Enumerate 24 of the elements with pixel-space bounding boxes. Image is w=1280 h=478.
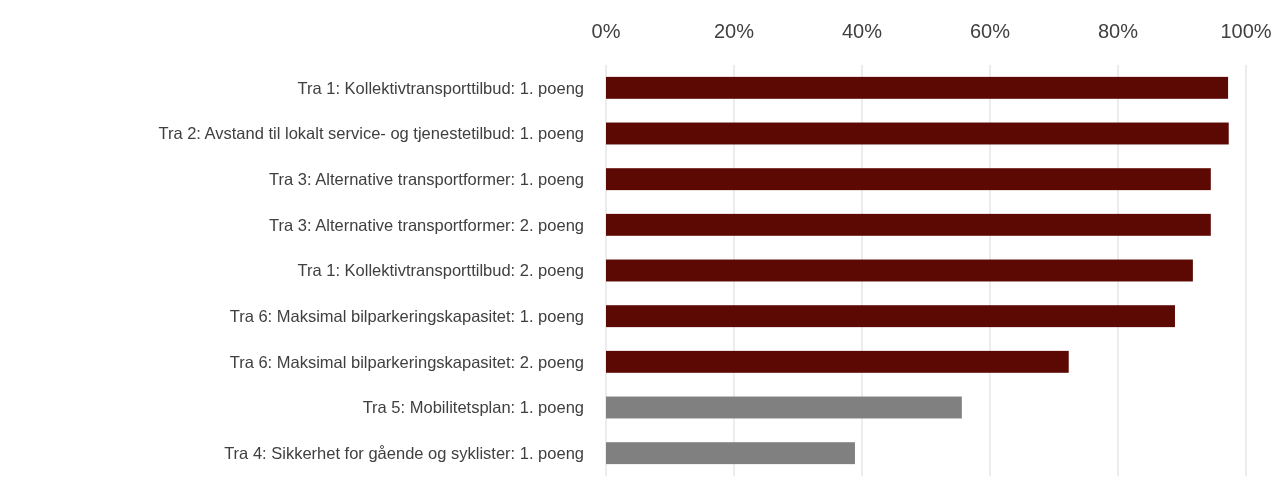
bar <box>606 122 1229 145</box>
x-tick-label: 80% <box>1097 20 1139 42</box>
x-tick-label: 40% <box>841 20 883 42</box>
bar <box>606 305 1175 328</box>
bar <box>606 259 1193 282</box>
bar <box>606 168 1211 191</box>
y-tick-label: Tra 2: Avstand til lokalt service- og tjenestetilbud: 1. poeng <box>158 124 584 143</box>
y-tick-label: Tra 6: Maksimal bilparkeringskapasitet: 1. poeng <box>229 306 584 325</box>
bar <box>606 396 962 419</box>
bar <box>606 76 1229 99</box>
x-tick-label: 0% <box>591 20 621 42</box>
x-tick-label: 100% <box>1220 20 1272 42</box>
bar <box>606 442 855 465</box>
y-tick-label: Tra 4: Sikkerhet for gående og syklister: 1. poeng <box>224 443 584 462</box>
y-tick-label: Tra 3: Alternative transportformer: 1. poeng <box>269 169 584 188</box>
x-tick-label: 60% <box>969 20 1011 42</box>
y-tick-label: Tra 3: Alternative transportformer: 2. poeng <box>269 215 584 234</box>
y-tick-label: Tra 5: Mobilitetsplan: 1. poeng <box>362 398 584 417</box>
bar <box>606 213 1211 236</box>
y-tick-label: Tra 6: Maksimal bilparkeringskapasitet: 2. poeng <box>229 352 584 371</box>
y-tick-label: Tra 1: Kollektivtransporttilbud: 1. poeng <box>297 78 584 97</box>
x-tick-label: 20% <box>713 20 755 42</box>
bar <box>606 350 1069 373</box>
y-tick-label: Tra 1: Kollektivtransporttilbud: 2. poeng <box>297 261 584 280</box>
